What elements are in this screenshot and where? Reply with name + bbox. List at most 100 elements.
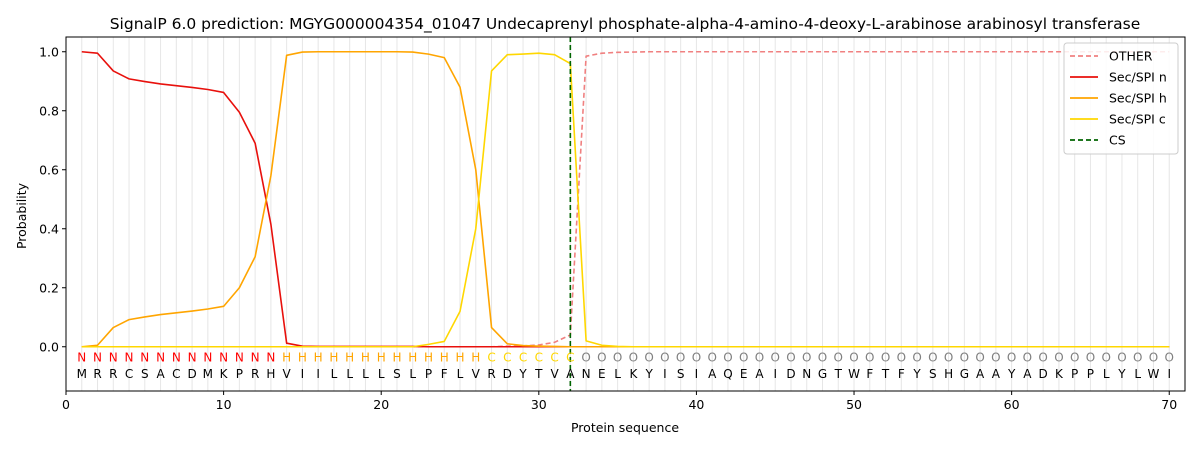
- region-label: O: [834, 351, 843, 365]
- residue-label: W: [848, 367, 860, 381]
- legend-label: Sec/SPI c: [1109, 112, 1166, 127]
- region-label: H: [282, 351, 291, 365]
- x-tick-label: 30: [531, 397, 547, 412]
- region-label: O: [786, 351, 795, 365]
- residue-label: L: [1134, 367, 1141, 381]
- region-label: N: [156, 351, 165, 365]
- residue-label: L: [346, 367, 353, 381]
- series-line-sec-spi-n: [81, 50, 1170, 348]
- region-label: N: [125, 351, 134, 365]
- residue-label: K: [220, 367, 229, 381]
- y-axis-label: Probability: [14, 182, 29, 249]
- region-label: O: [1023, 351, 1032, 365]
- region-label: N: [77, 351, 86, 365]
- region-label: H: [329, 351, 338, 365]
- residue-label: Y: [518, 367, 527, 381]
- residue-label: A: [156, 367, 165, 381]
- region-label: O: [1165, 351, 1174, 365]
- residue-label: Y: [1117, 367, 1126, 381]
- residue-label: Y: [912, 367, 921, 381]
- region-label: O: [770, 351, 779, 365]
- residue-label: A: [566, 367, 575, 381]
- residue-label: H: [266, 367, 275, 381]
- residue-label: M: [77, 367, 87, 381]
- region-label: H: [377, 351, 386, 365]
- residue-label: K: [629, 367, 638, 381]
- sequence-labels: NMNRNRNCNSNANCNDNMNKNPNRNHHVHIHIHLHLHLHL…: [77, 351, 1174, 382]
- region-label: O: [707, 351, 716, 365]
- series-line-sec-spi-c: [81, 52, 1170, 348]
- legend: OTHER Sec/SPI n Sec/SPI h Sec/SPI c CS: [1063, 42, 1179, 155]
- residue-label: I: [695, 367, 699, 381]
- region-label: O: [1117, 351, 1126, 365]
- residue-label: F: [898, 367, 905, 381]
- region-label: O: [960, 351, 969, 365]
- residue-label: I: [663, 367, 667, 381]
- residue-label: L: [409, 367, 416, 381]
- region-label: N: [266, 351, 275, 365]
- x-tick-label: 40: [688, 397, 704, 412]
- region-label: O: [1149, 351, 1158, 365]
- residue-label: C: [125, 367, 133, 381]
- residue-label: A: [755, 367, 764, 381]
- residue-label: N: [582, 367, 591, 381]
- series-line-sec-spi-h: [81, 50, 1170, 348]
- legend-label: Sec/SPI n: [1109, 70, 1167, 85]
- x-tick-label: 0: [62, 397, 70, 412]
- residue-label: M: [203, 367, 213, 381]
- y-tick-label: 0.0: [39, 339, 59, 354]
- y-tick-label: 0.2: [39, 280, 59, 295]
- region-label: H: [314, 351, 323, 365]
- region-label: N: [251, 351, 260, 365]
- residue-label: G: [960, 367, 969, 381]
- region-label: C: [487, 351, 495, 365]
- residue-label: A: [976, 367, 985, 381]
- region-label: O: [897, 351, 906, 365]
- region-label: O: [1054, 351, 1063, 365]
- x-axis-ticks: 0 10 20 30 40 50 60 70: [62, 391, 1177, 412]
- region-label: H: [392, 351, 401, 365]
- region-label: H: [424, 351, 433, 365]
- region-label: O: [912, 351, 921, 365]
- residue-label: T: [881, 367, 890, 381]
- residue-label: P: [425, 367, 432, 381]
- region-label: O: [1038, 351, 1047, 365]
- residue-label: V: [472, 367, 481, 381]
- residue-label: W: [1148, 367, 1160, 381]
- residue-label: R: [487, 367, 495, 381]
- residue-label: I: [1167, 367, 1171, 381]
- residue-label: F: [866, 367, 873, 381]
- residue-label: R: [251, 367, 259, 381]
- x-tick-label: 10: [216, 397, 232, 412]
- series-line-other: [81, 50, 1170, 348]
- residue-label: S: [141, 367, 149, 381]
- x-tick-label: 70: [1161, 397, 1177, 412]
- region-label: H: [345, 351, 354, 365]
- residue-label: C: [172, 367, 180, 381]
- region-label: C: [535, 351, 543, 365]
- residue-label: Y: [1007, 367, 1016, 381]
- chart-title: SignalP 6.0 prediction: MGYG000004354_01…: [110, 15, 1141, 34]
- x-tick-label: 50: [846, 397, 862, 412]
- x-tick-label: 60: [1004, 397, 1020, 412]
- region-label: N: [93, 351, 102, 365]
- residue-label: I: [316, 367, 320, 381]
- legend-label: OTHER: [1109, 49, 1153, 64]
- region-label: H: [361, 351, 370, 365]
- region-label: O: [975, 351, 984, 365]
- region-label: N: [203, 351, 212, 365]
- residue-label: R: [109, 367, 117, 381]
- region-label: N: [172, 351, 181, 365]
- region-label: C: [503, 351, 511, 365]
- region-label: O: [1133, 351, 1142, 365]
- region-label: O: [676, 351, 685, 365]
- residue-label: K: [1055, 367, 1064, 381]
- residue-label: P: [236, 367, 243, 381]
- region-label: C: [519, 351, 527, 365]
- region-label: O: [1101, 351, 1110, 365]
- region-label: O: [597, 351, 606, 365]
- residue-label: D: [187, 367, 196, 381]
- y-tick-label: 1.0: [39, 44, 59, 59]
- residue-label: L: [331, 367, 338, 381]
